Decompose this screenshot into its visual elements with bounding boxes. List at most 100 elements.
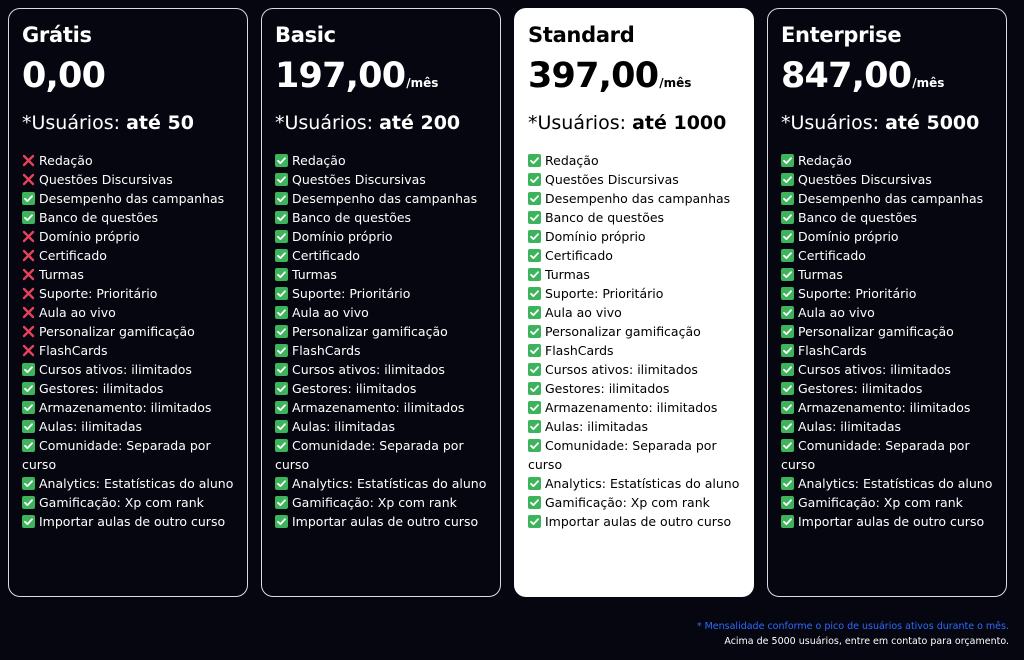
- plan-users: *Usuários: até 5000: [781, 112, 979, 134]
- plan-card-enterprise[interactable]: Enterprise 847,00/mês *Usuários: até 5000 R…: [767, 8, 1007, 597]
- check-icon: [275, 363, 288, 376]
- feature-label: FlashCards: [798, 343, 867, 358]
- feature-item: Analytics: Estatísticas do aluno: [275, 474, 493, 493]
- feature-item: Armazenamento: ilimitados: [781, 398, 999, 417]
- plan-name: Standard: [528, 23, 635, 47]
- feature-label: Redação: [798, 153, 852, 168]
- check-icon: [781, 211, 794, 224]
- feature-item: Armazenamento: ilimitados: [528, 398, 746, 417]
- feature-item: Domínio próprio: [22, 227, 240, 246]
- plan-feature-list: Redação Questões Discursivas Desempenho da…: [22, 151, 240, 531]
- feature-item: Suporte: Prioritário: [275, 284, 493, 303]
- plan-price-row: 197,00/mês: [275, 56, 438, 96]
- feature-label: Aula ao vivo: [545, 305, 622, 320]
- feature-label: Questões Discursivas: [545, 172, 679, 187]
- check-icon: [781, 154, 794, 167]
- feature-label: Importar aulas de outro curso: [545, 514, 732, 529]
- feature-item: Aulas: ilimitadas: [781, 417, 999, 436]
- feature-item: Armazenamento: ilimitados: [275, 398, 493, 417]
- check-icon: [275, 420, 288, 433]
- feature-item: Comunidade: Separada por curso: [275, 436, 493, 474]
- check-icon: [22, 363, 35, 376]
- feature-item: Certificado: [22, 246, 240, 265]
- feature-item: Personalizar gamificação: [275, 322, 493, 341]
- feature-item: Banco de questões: [275, 208, 493, 227]
- check-icon: [275, 344, 288, 357]
- feature-item: Gamificação: Xp com rank: [275, 493, 493, 512]
- feature-item: Questões Discursivas: [781, 170, 999, 189]
- feature-item: Comunidade: Separada por curso: [528, 436, 746, 474]
- check-icon: [528, 268, 541, 281]
- plan-price-row: 0,00: [22, 56, 106, 96]
- check-icon: [528, 230, 541, 243]
- feature-label: Comunidade: Separada por curso: [781, 438, 970, 472]
- feature-label: Questões Discursivas: [798, 172, 932, 187]
- check-icon: [22, 439, 35, 452]
- feature-item: Suporte: Prioritário: [781, 284, 999, 303]
- feature-item: FlashCards: [22, 341, 240, 360]
- check-icon: [275, 154, 288, 167]
- feature-item: FlashCards: [781, 341, 999, 360]
- check-icon: [528, 515, 541, 528]
- check-icon: [275, 173, 288, 186]
- check-icon: [781, 515, 794, 528]
- check-icon: [781, 306, 794, 319]
- plan-price-period: /mês: [659, 76, 692, 90]
- plan-card-standard[interactable]: Standard 397,00/mês *Usuários: até 1000 Red…: [514, 8, 754, 597]
- feature-item: Desempenho das campanhas: [781, 189, 999, 208]
- plan-name: Enterprise: [781, 23, 902, 47]
- check-icon: [22, 382, 35, 395]
- plan-card-basic[interactable]: Basic 197,00/mês *Usuários: até 200 Redação…: [261, 8, 501, 597]
- check-icon: [275, 401, 288, 414]
- feature-item: Importar aulas de outro curso: [275, 512, 493, 531]
- feature-label: Aulas: ilimitadas: [39, 419, 143, 434]
- feature-item: Gamificação: Xp com rank: [528, 493, 746, 512]
- feature-item: Redação: [22, 151, 240, 170]
- feature-label: Domínio próprio: [292, 229, 393, 244]
- feature-label: Certificado: [292, 248, 360, 263]
- check-icon: [275, 382, 288, 395]
- feature-label: Gamificação: Xp com rank: [798, 495, 963, 510]
- feature-label: Personalizar gamificação: [798, 324, 954, 339]
- feature-item: Certificado: [528, 246, 746, 265]
- feature-label: Gestores: ilimitados: [292, 381, 417, 396]
- check-icon: [275, 211, 288, 224]
- feature-label: Comunidade: Separada por curso: [528, 438, 717, 472]
- feature-item: Gestores: ilimitados: [781, 379, 999, 398]
- feature-label: Aulas: ilimitadas: [798, 419, 902, 434]
- plan-card-gratis[interactable]: Grátis 0,00 *Usuários: até 50 Redação Questõ…: [8, 8, 248, 597]
- feature-label: Domínio próprio: [545, 229, 646, 244]
- footnote-contact: Acima de 5000 usuários, entre em contato…: [724, 636, 1009, 647]
- check-icon: [528, 287, 541, 300]
- feature-item: Domínio próprio: [275, 227, 493, 246]
- feature-item: Personalizar gamificação: [528, 322, 746, 341]
- feature-label: Aula ao vivo: [798, 305, 875, 320]
- check-icon: [781, 230, 794, 243]
- check-icon: [275, 230, 288, 243]
- feature-label: Comunidade: Separada por curso: [275, 438, 464, 472]
- cross-icon: [22, 306, 35, 319]
- feature-item: Redação: [781, 151, 999, 170]
- check-icon: [781, 173, 794, 186]
- plan-users: *Usuários: até 200: [275, 112, 460, 134]
- feature-item: Certificado: [275, 246, 493, 265]
- feature-label: Banco de questões: [798, 210, 918, 225]
- feature-item: Importar aulas de outro curso: [781, 512, 999, 531]
- feature-label: FlashCards: [545, 343, 614, 358]
- feature-label: Turmas: [798, 267, 843, 282]
- feature-label: Armazenamento: ilimitados: [798, 400, 971, 415]
- feature-item: Questões Discursivas: [275, 170, 493, 189]
- check-icon: [781, 420, 794, 433]
- feature-item: Questões Discursivas: [22, 170, 240, 189]
- check-icon: [22, 420, 35, 433]
- feature-item: Redação: [275, 151, 493, 170]
- plan-users-value: até 1000: [632, 112, 727, 134]
- feature-item: Aula ao vivo: [781, 303, 999, 322]
- feature-label: Questões Discursivas: [39, 172, 173, 187]
- feature-label: Aula ao vivo: [292, 305, 369, 320]
- feature-label: Desempenho das campanhas: [292, 191, 478, 206]
- feature-item: Aula ao vivo: [528, 303, 746, 322]
- check-icon: [528, 306, 541, 319]
- feature-label: Desempenho das campanhas: [545, 191, 731, 206]
- check-icon: [781, 401, 794, 414]
